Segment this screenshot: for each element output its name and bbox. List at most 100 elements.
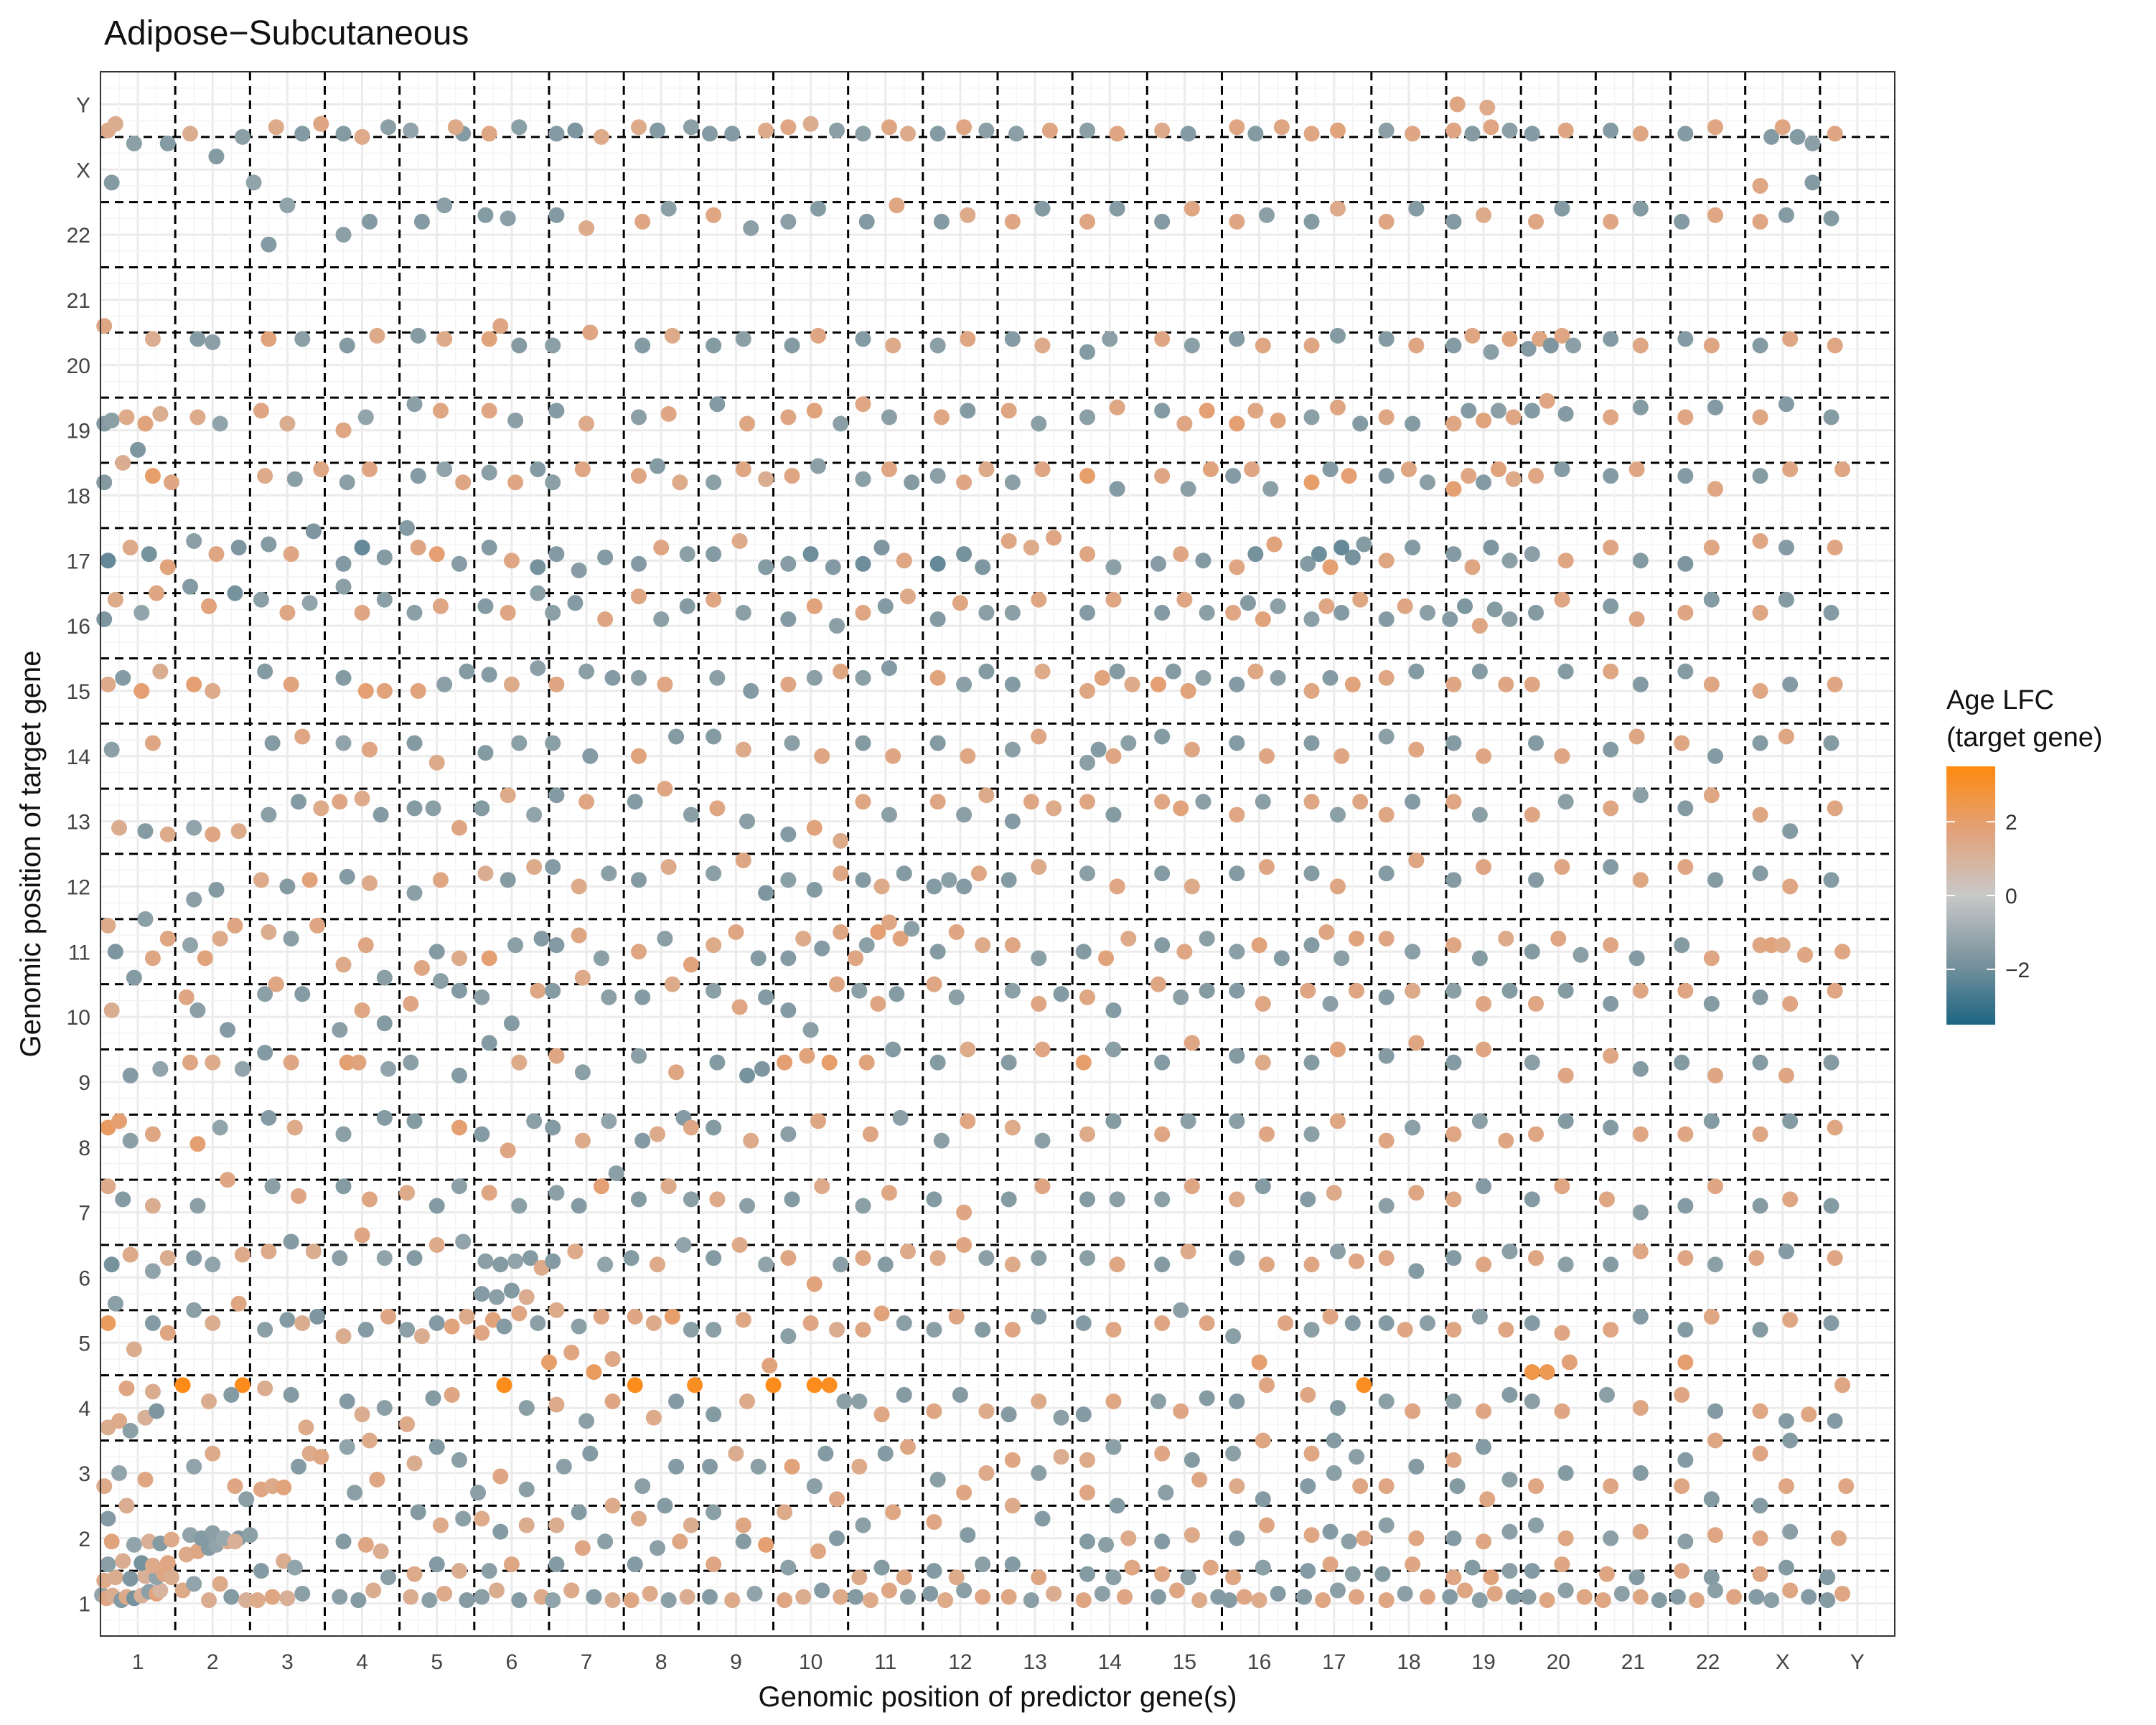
data-point bbox=[376, 682, 393, 699]
data-point bbox=[1782, 1191, 1799, 1208]
data-point bbox=[799, 1048, 815, 1064]
data-point bbox=[1173, 989, 1189, 1005]
data-point bbox=[257, 663, 273, 680]
data-point bbox=[817, 1445, 834, 1462]
data-point bbox=[780, 1328, 797, 1345]
data-point bbox=[1501, 331, 1518, 347]
data-point bbox=[960, 207, 976, 223]
data-point bbox=[604, 1592, 621, 1609]
data-point bbox=[1255, 995, 1271, 1012]
data-point bbox=[1554, 1178, 1570, 1195]
data-point bbox=[1184, 1178, 1200, 1195]
data-point bbox=[548, 1185, 565, 1201]
data-point bbox=[833, 415, 849, 432]
data-point bbox=[354, 1406, 370, 1423]
data-point bbox=[122, 1571, 139, 1587]
data-point bbox=[122, 540, 139, 556]
data-point bbox=[668, 1064, 685, 1081]
data-point bbox=[1255, 1178, 1271, 1195]
data-point bbox=[1445, 1191, 1462, 1208]
data-point bbox=[1554, 1556, 1570, 1573]
data-point bbox=[1105, 1569, 1122, 1586]
data-point bbox=[877, 598, 894, 614]
data-point bbox=[1352, 794, 1369, 810]
data-point bbox=[948, 924, 965, 940]
data-point bbox=[294, 728, 311, 745]
data-point bbox=[1034, 1041, 1051, 1058]
data-point bbox=[604, 669, 621, 686]
data-point bbox=[335, 126, 352, 142]
data-point bbox=[406, 885, 423, 901]
data-point bbox=[380, 119, 397, 136]
data-point bbox=[144, 1557, 161, 1574]
data-point bbox=[1490, 403, 1506, 419]
chromosome-boundaries bbox=[100, 72, 1895, 1636]
data-point bbox=[956, 546, 972, 563]
data-point bbox=[548, 787, 565, 804]
data-point bbox=[1255, 1491, 1271, 1508]
data-point bbox=[380, 1061, 397, 1077]
data-point bbox=[855, 471, 871, 487]
data-point bbox=[1674, 213, 1690, 230]
data-point bbox=[1603, 1048, 1619, 1064]
data-point bbox=[301, 872, 318, 888]
data-point bbox=[1173, 800, 1189, 817]
data-point bbox=[709, 669, 726, 686]
data-point bbox=[881, 660, 897, 677]
data-point bbox=[582, 748, 599, 764]
data-point bbox=[873, 1406, 890, 1423]
data-point bbox=[571, 1198, 587, 1214]
data-point bbox=[376, 1250, 393, 1266]
data-point bbox=[1782, 331, 1799, 347]
legend-title-line1: Age LFC bbox=[1946, 685, 2054, 715]
data-point bbox=[802, 546, 819, 563]
data-point bbox=[548, 1556, 565, 1573]
data-point bbox=[1557, 405, 1574, 422]
data-point bbox=[948, 1569, 965, 1586]
data-point bbox=[1322, 559, 1339, 575]
data-point bbox=[833, 832, 849, 849]
data-point bbox=[410, 1504, 426, 1520]
data-point bbox=[900, 126, 916, 142]
data-point bbox=[249, 1592, 266, 1609]
data-point bbox=[821, 1377, 838, 1393]
data-point bbox=[455, 1233, 472, 1250]
data-point bbox=[1329, 878, 1346, 895]
data-point bbox=[706, 207, 722, 223]
data-point bbox=[780, 409, 797, 426]
data-point bbox=[1229, 1478, 1245, 1495]
data-point bbox=[1378, 989, 1395, 1005]
data-point bbox=[182, 1054, 198, 1071]
data-point bbox=[1202, 1559, 1219, 1576]
data-point bbox=[477, 1253, 494, 1269]
data-point bbox=[806, 1478, 822, 1495]
data-point bbox=[205, 682, 221, 699]
data-point bbox=[1344, 1315, 1361, 1331]
data-point bbox=[754, 1061, 770, 1077]
x-tick-label: 3 bbox=[281, 1650, 294, 1674]
data-point bbox=[1557, 1256, 1574, 1273]
data-point bbox=[126, 969, 142, 986]
data-point bbox=[806, 403, 822, 419]
data-point bbox=[1688, 1592, 1705, 1609]
data-point bbox=[182, 126, 198, 142]
data-point bbox=[1528, 213, 1544, 230]
data-point bbox=[1405, 794, 1421, 810]
data-point bbox=[492, 1523, 509, 1540]
data-point bbox=[1154, 1315, 1171, 1331]
data-point bbox=[298, 1419, 314, 1436]
data-point bbox=[978, 663, 995, 680]
data-point bbox=[929, 735, 946, 751]
data-point bbox=[354, 790, 370, 807]
data-point bbox=[332, 1589, 348, 1605]
data-point bbox=[530, 461, 546, 478]
x-tick-label: 5 bbox=[431, 1650, 443, 1674]
data-point bbox=[1075, 944, 1092, 960]
data-point bbox=[701, 126, 718, 142]
data-point bbox=[1322, 995, 1339, 1012]
data-point bbox=[563, 1582, 580, 1599]
data-point bbox=[1180, 126, 1196, 142]
data-point bbox=[1199, 1390, 1215, 1406]
data-point bbox=[354, 604, 370, 621]
data-point bbox=[1356, 536, 1372, 553]
